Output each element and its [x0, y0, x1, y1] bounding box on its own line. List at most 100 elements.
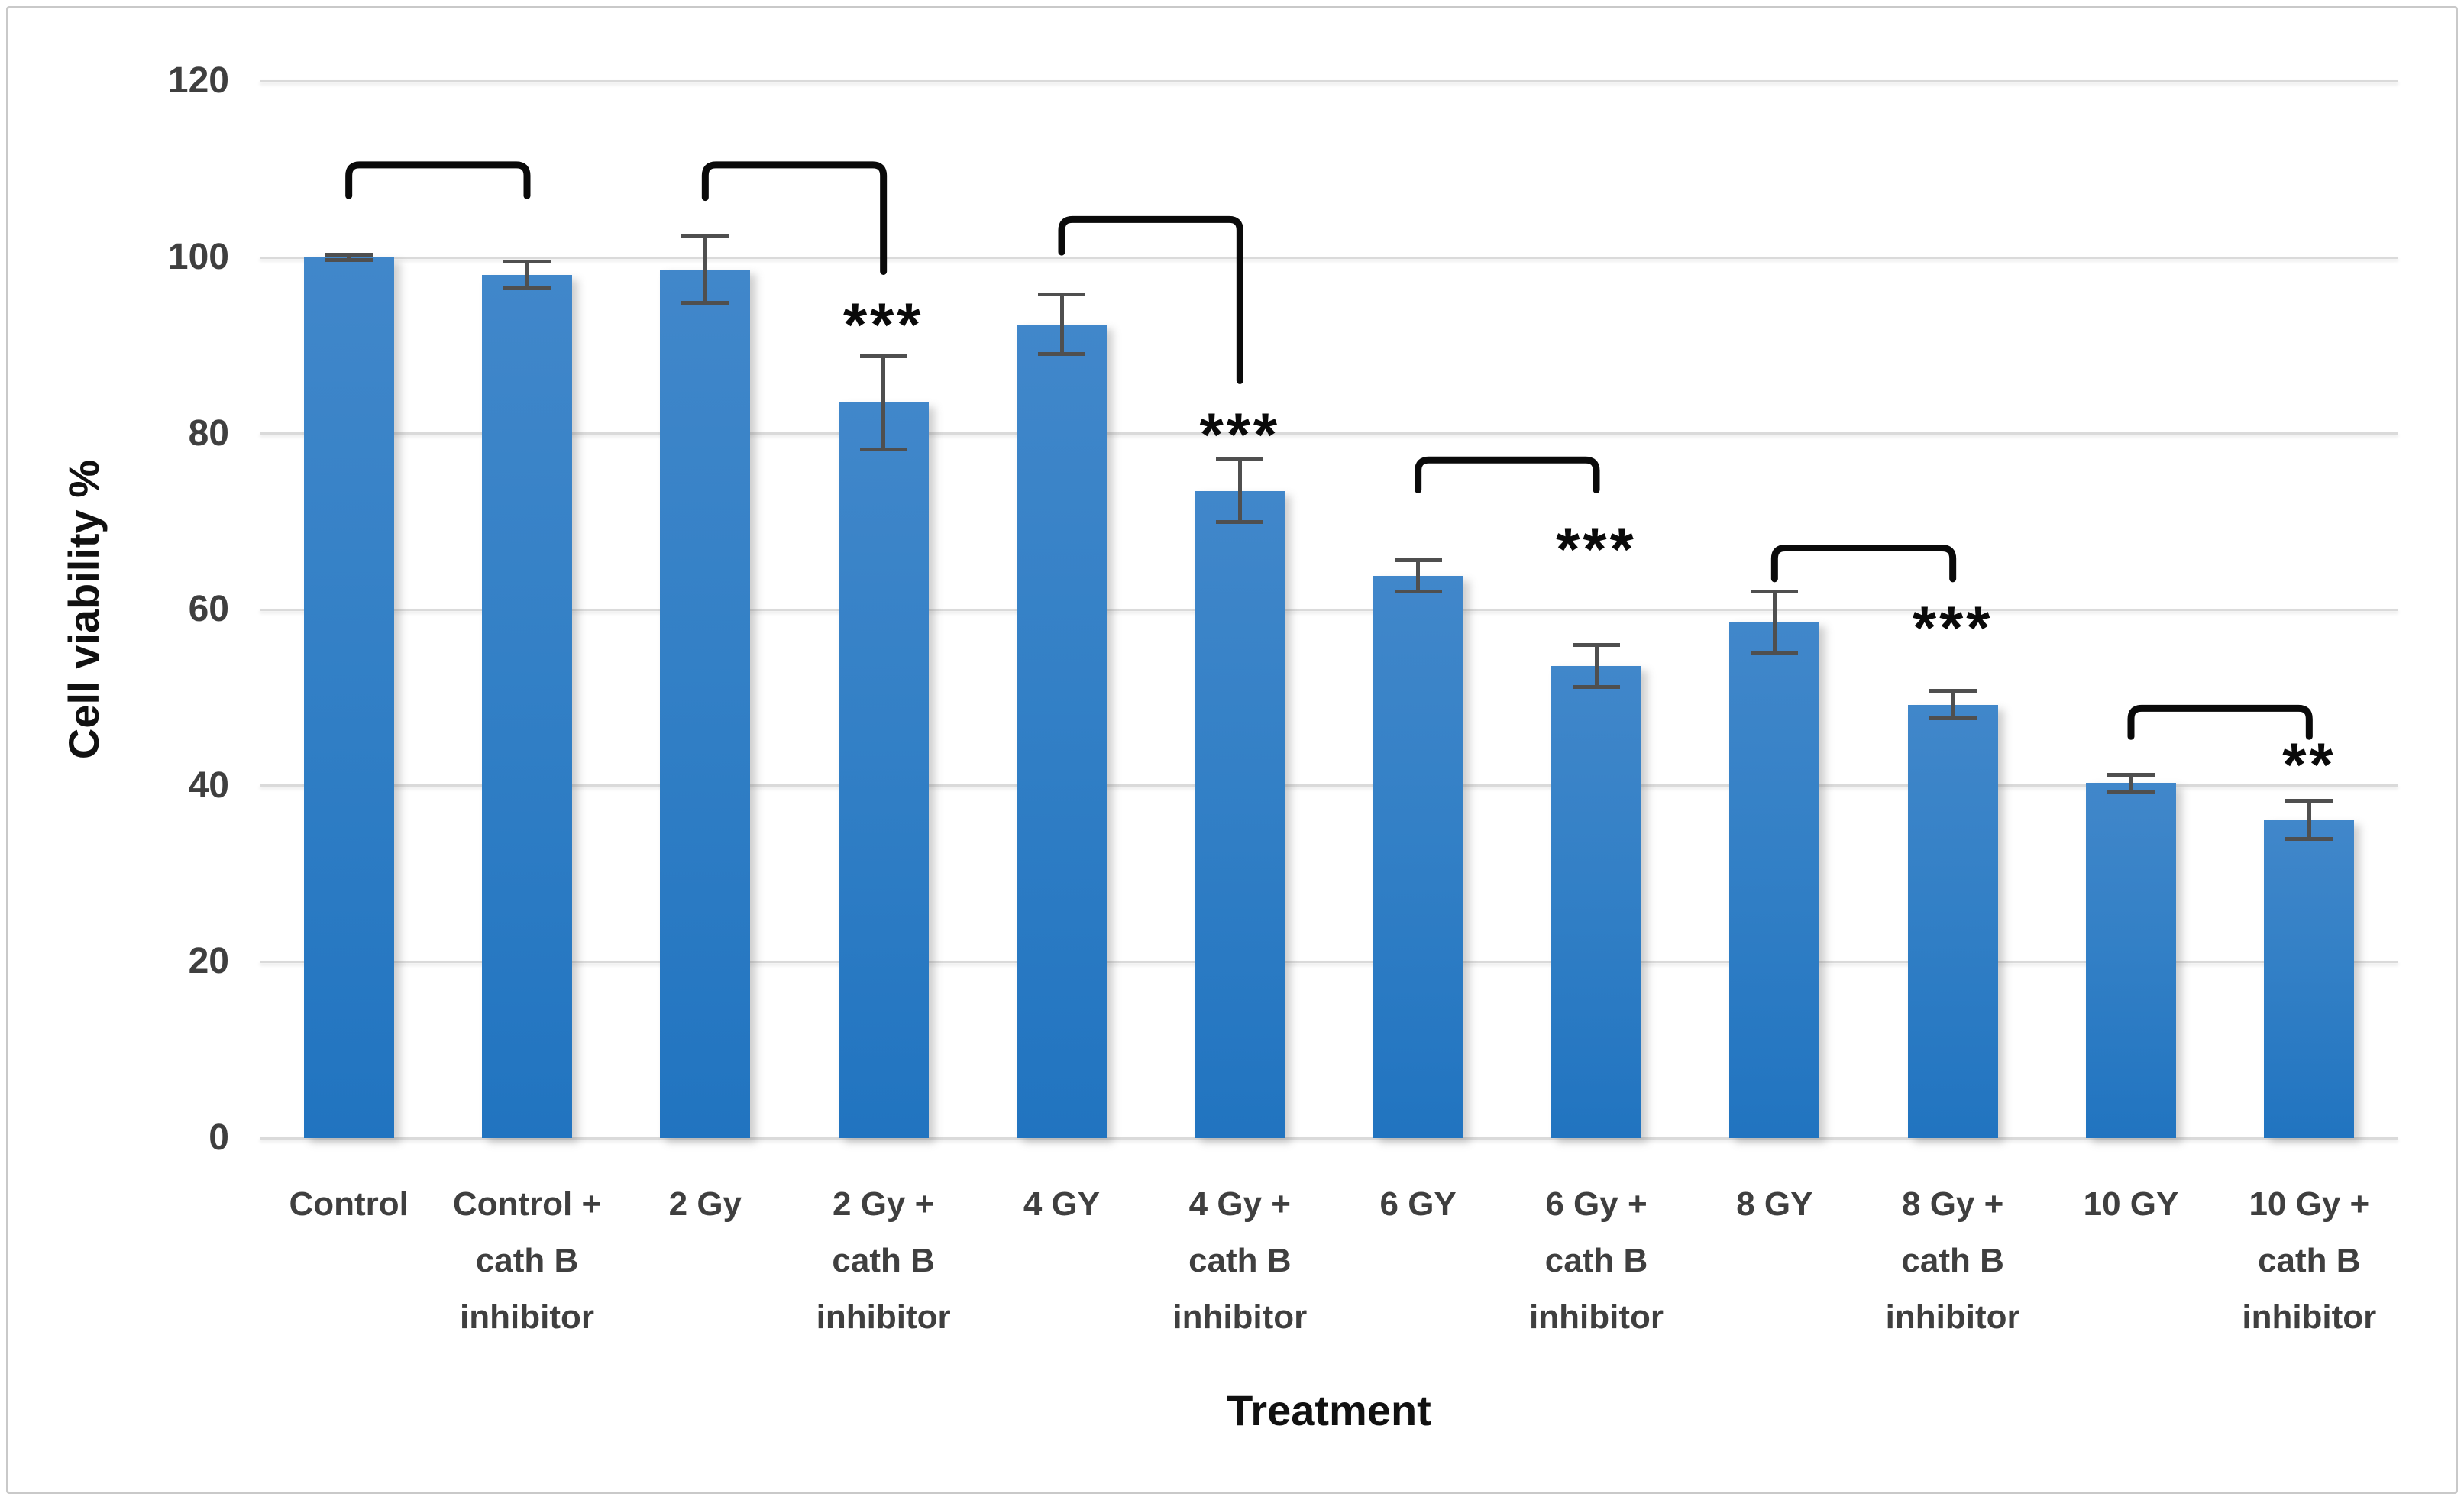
significance-stars: **	[2282, 730, 2336, 799]
error-bar	[1216, 457, 1264, 525]
x-category-label-line: 10 GY	[2083, 1185, 2179, 1223]
x-category-label: 10 Gy + cath B inhibitor	[2210, 1176, 2408, 1346]
x-category-label: Control + cath B inhibitor	[428, 1176, 626, 1346]
error-bar	[1929, 688, 1977, 721]
y-tick-label: 40	[188, 765, 229, 806]
bar	[1017, 324, 1107, 1138]
error-bar-cap-top	[1929, 688, 1977, 693]
gridline	[260, 960, 2398, 963]
gridline	[260, 79, 2398, 82]
error-bar-line	[2129, 772, 2133, 794]
error-bar-cap-bottom	[681, 301, 729, 305]
error-bar-cap-top	[1573, 643, 1620, 647]
x-category-label-line: 6 Gy +	[1545, 1185, 1648, 1223]
gridline	[260, 256, 2398, 259]
error-bar-line	[881, 354, 886, 451]
bar	[1729, 622, 1820, 1138]
error-bar-line	[1059, 293, 1064, 357]
x-category-label-line: inhibitor	[460, 1298, 594, 1336]
x-category-label-line: 10 Gy +	[2249, 1185, 2370, 1223]
x-category-label: 4 Gy + cath B inhibitor	[1140, 1176, 1339, 1346]
y-tick-label: 120	[167, 60, 229, 102]
gridline	[260, 1136, 2398, 1140]
x-category-label-line: 6 GY	[1379, 1185, 1457, 1223]
bar	[1195, 490, 1285, 1138]
bar	[2086, 783, 2176, 1138]
error-bar	[1751, 589, 1799, 655]
y-tick-label: 0	[209, 1117, 229, 1158]
error-bar-line	[1237, 457, 1242, 525]
error-bar-line	[2307, 799, 2311, 842]
x-category-label-line: 8 GY	[1736, 1185, 1813, 1223]
x-category-label-line: 4 Gy +	[1188, 1185, 1291, 1223]
x-category-label-line: cath B	[2258, 1242, 2361, 1279]
error-bar-line	[1951, 688, 1955, 721]
error-bar-line	[1772, 589, 1777, 655]
bar	[660, 270, 751, 1138]
x-category-label-line: cath B	[475, 1242, 579, 1279]
bar	[303, 257, 394, 1138]
x-category-label-line: inhibitor	[2242, 1298, 2377, 1336]
significance-stars: ***	[1199, 400, 1281, 469]
x-category-label-line: inhibitor	[816, 1298, 951, 1336]
error-bar-cap-top	[1751, 589, 1799, 593]
error-bar-cap-top	[1394, 558, 1442, 563]
x-category-label-line: 4 GY	[1023, 1185, 1101, 1223]
error-bar-cap-bottom	[859, 447, 907, 451]
error-bar-cap-top	[1216, 457, 1264, 461]
x-category-label-line: 2 Gy	[668, 1185, 742, 1223]
significance-stars: ***	[1556, 515, 1637, 584]
x-category-label: 2 Gy + cath B inhibitor	[784, 1176, 983, 1346]
significance-stars: ***	[1912, 593, 1994, 662]
error-bar	[2285, 799, 2333, 842]
x-category-label-line: Control +	[452, 1185, 602, 1223]
y-tick-label: 20	[188, 941, 229, 982]
x-category-label: 2 Gy	[606, 1176, 804, 1233]
error-bar	[503, 260, 551, 290]
x-axis-title: Treatment	[1227, 1386, 1431, 1434]
error-bar-cap-bottom	[503, 286, 551, 290]
bar	[1373, 576, 1463, 1138]
x-category-label-line: inhibitor	[1529, 1298, 1664, 1336]
error-bar-cap-top	[681, 234, 729, 239]
bar	[482, 275, 572, 1138]
y-tick-label: 60	[188, 589, 229, 630]
error-bar-line	[347, 253, 351, 262]
bar	[838, 402, 929, 1138]
x-category-label: 10 GY	[2032, 1176, 2230, 1233]
error-bar-line	[703, 234, 707, 305]
x-category-label: Control	[250, 1176, 448, 1233]
x-category-label-line: inhibitor	[1885, 1298, 2020, 1336]
error-bar-cap-bottom	[1216, 520, 1264, 525]
x-category-label-line: inhibitor	[1172, 1298, 1308, 1336]
y-axis-title: Cell viability %	[60, 459, 108, 760]
x-category-label-line: cath B	[1544, 1242, 1648, 1279]
x-category-label: 6 Gy + cath B inhibitor	[1497, 1176, 1696, 1346]
error-bar-cap-top	[2285, 799, 2333, 803]
x-category-label-line: 2 Gy +	[833, 1185, 935, 1223]
error-bar-cap-bottom	[1929, 716, 1977, 721]
significance-stars: ***	[842, 290, 924, 359]
error-bar	[681, 234, 729, 305]
y-tick-label: 100	[167, 237, 229, 277]
error-bar-cap-bottom	[1038, 352, 1085, 357]
error-bar	[1573, 643, 1620, 689]
error-bar-cap-bottom	[2107, 790, 2155, 794]
error-bar-cap-bottom	[1573, 684, 1620, 689]
x-category-label: 8 Gy + cath B inhibitor	[1854, 1176, 2052, 1346]
error-bar	[1394, 558, 1442, 594]
error-bar-cap-bottom	[1751, 650, 1799, 655]
gridline	[260, 432, 2398, 435]
error-bar-cap-top	[1038, 293, 1085, 297]
error-bar-cap-top	[859, 354, 907, 358]
error-bar-cap-bottom	[1394, 590, 1442, 594]
bar	[1551, 665, 1641, 1138]
gridline	[260, 784, 2398, 787]
bar	[2264, 820, 2355, 1138]
x-category-label: 6 GY	[1319, 1176, 1518, 1233]
x-category-label: 4 GY	[962, 1176, 1161, 1233]
error-bar-cap-top	[503, 260, 551, 264]
error-bar	[859, 354, 907, 451]
